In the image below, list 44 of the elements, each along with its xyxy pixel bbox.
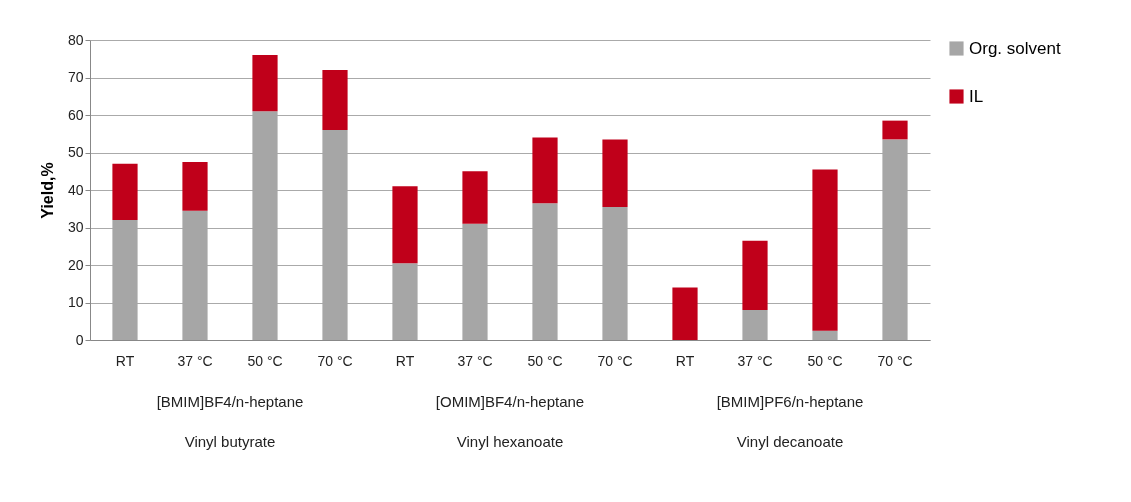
y-axis-title: Yield,% [38,162,56,219]
bar [672,287,698,340]
bar [742,240,768,310]
x-tick-label: 50 °C [247,352,283,369]
bar [882,120,908,140]
text: Vinyl butyrate [184,433,276,450]
bar [392,186,418,264]
bar [462,171,488,224]
x-tick-label: 50 °C [527,352,563,369]
text: [OMIM]BF4/n-heptane [435,393,585,410]
y-tick-label: 30 [67,219,84,235]
y-tick-label: 20 [67,256,84,273]
y-tick-label: 10 [67,294,84,310]
y-tick-label: 70 [67,69,84,85]
text: Vinyl decanoate [736,433,844,450]
bar [322,70,348,130]
x-tick-label: 70 °C [597,352,633,369]
legend-label: IL [969,86,984,106]
y-tick-label: 0 [75,331,84,348]
bar [812,169,838,331]
y-tick-label: 80 [67,31,84,48]
bar [602,139,628,207]
bar [112,163,138,220]
y-tick-label: 60 [67,106,84,123]
text: [BMIM]BF4/n-heptane [156,393,304,410]
x-tick-label: RT [115,352,135,369]
bar [812,330,838,340]
y-tick-label: 40 [67,181,84,198]
x-tick-label: 50 °C [807,352,843,369]
x-tick-label: 37 °C [177,352,213,369]
text: Vinyl hexanoate [456,433,564,450]
x-tick-label: 37 °C [737,352,773,369]
bar [252,55,278,112]
bar [532,137,558,204]
bar [182,161,208,211]
x-tick-label: 70 °C [877,352,913,369]
text: [BMIM]PF6/n-heptane [716,393,864,410]
x-tick-label: RT [395,352,415,369]
x-tick-label: RT [675,352,695,369]
y-tick-label: 50 [67,144,84,160]
x-tick-label: 37 °C [457,352,493,369]
legend-label: Org. solvent [969,38,1061,58]
x-tick-label: 70 °C [317,352,353,369]
bar [742,310,768,340]
